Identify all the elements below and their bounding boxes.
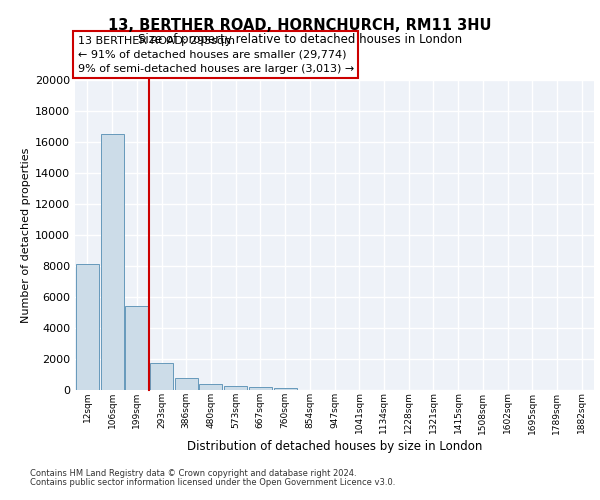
Text: Contains HM Land Registry data © Crown copyright and database right 2024.: Contains HM Land Registry data © Crown c… (30, 469, 356, 478)
Bar (175, 378, 198, 390)
Text: 13, BERTHER ROAD, HORNCHURCH, RM11 3HU: 13, BERTHER ROAD, HORNCHURCH, RM11 3HU (108, 18, 492, 32)
Bar (76, 264, 99, 390)
Bar (224, 386, 247, 390)
Bar (125, 306, 148, 390)
Text: Contains public sector information licensed under the Open Government Licence v3: Contains public sector information licen… (30, 478, 395, 487)
Text: Size of property relative to detached houses in London: Size of property relative to detached ho… (138, 32, 462, 46)
Bar (274, 388, 296, 390)
Bar (199, 384, 223, 390)
X-axis label: Distribution of detached houses by size in London: Distribution of detached houses by size … (187, 440, 482, 454)
Y-axis label: Number of detached properties: Number of detached properties (21, 148, 31, 322)
Bar (249, 387, 272, 390)
Bar (101, 134, 124, 390)
Bar (150, 363, 173, 390)
Text: 13 BERTHER ROAD: 295sqm
← 91% of detached houses are smaller (29,774)
9% of semi: 13 BERTHER ROAD: 295sqm ← 91% of detache… (77, 36, 354, 74)
